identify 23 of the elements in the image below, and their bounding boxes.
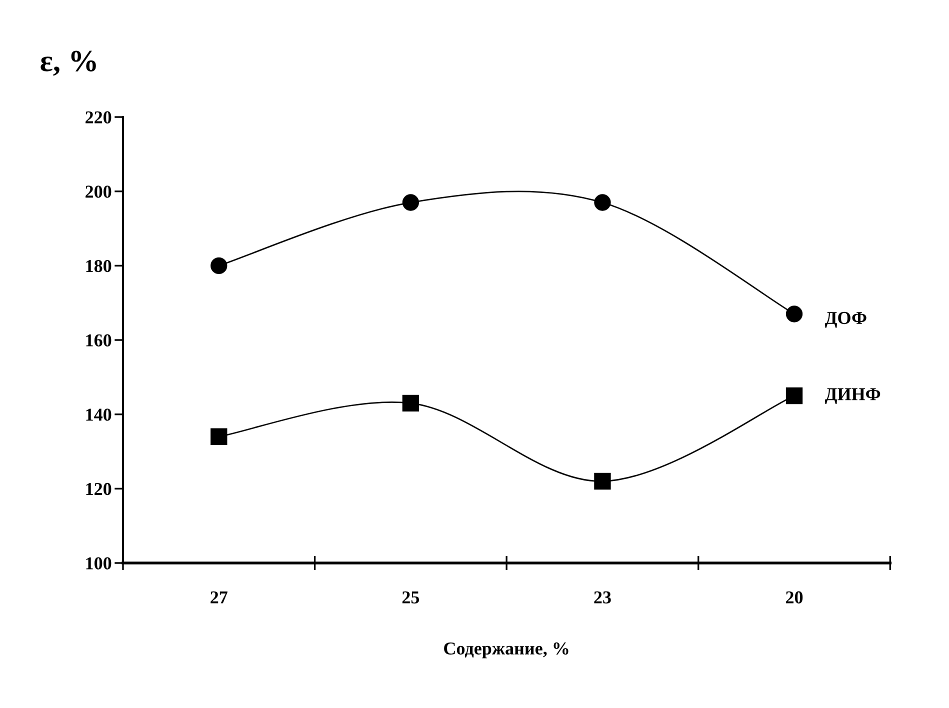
point <box>210 428 228 445</box>
y-tick-label: 100 <box>86 557 112 570</box>
y-tick-label: 140 <box>86 408 112 421</box>
y-tick-label: 180 <box>86 260 112 272</box>
x-tick-label: 23 <box>594 591 611 604</box>
point <box>786 306 803 322</box>
point <box>594 472 611 490</box>
point <box>210 257 228 274</box>
y-tick-label: 120 <box>86 482 112 496</box>
y-tick-label: 220 <box>86 111 112 124</box>
x-axis-title: Содержание, % <box>444 642 568 658</box>
point <box>402 394 420 412</box>
y-axis-title: ε, % <box>40 50 96 76</box>
series-label: ДОФ <box>824 312 866 328</box>
point <box>594 194 611 211</box>
point <box>786 387 803 404</box>
y-tick-label: 200 <box>86 186 112 198</box>
point <box>402 194 420 211</box>
x-tick-label: 25 <box>402 591 420 604</box>
x-tick-label: 27 <box>210 591 228 604</box>
x-tick-label: 20 <box>786 591 803 604</box>
y-tick-label: 160 <box>86 334 112 346</box>
series-label: ДИНФ <box>824 388 880 404</box>
